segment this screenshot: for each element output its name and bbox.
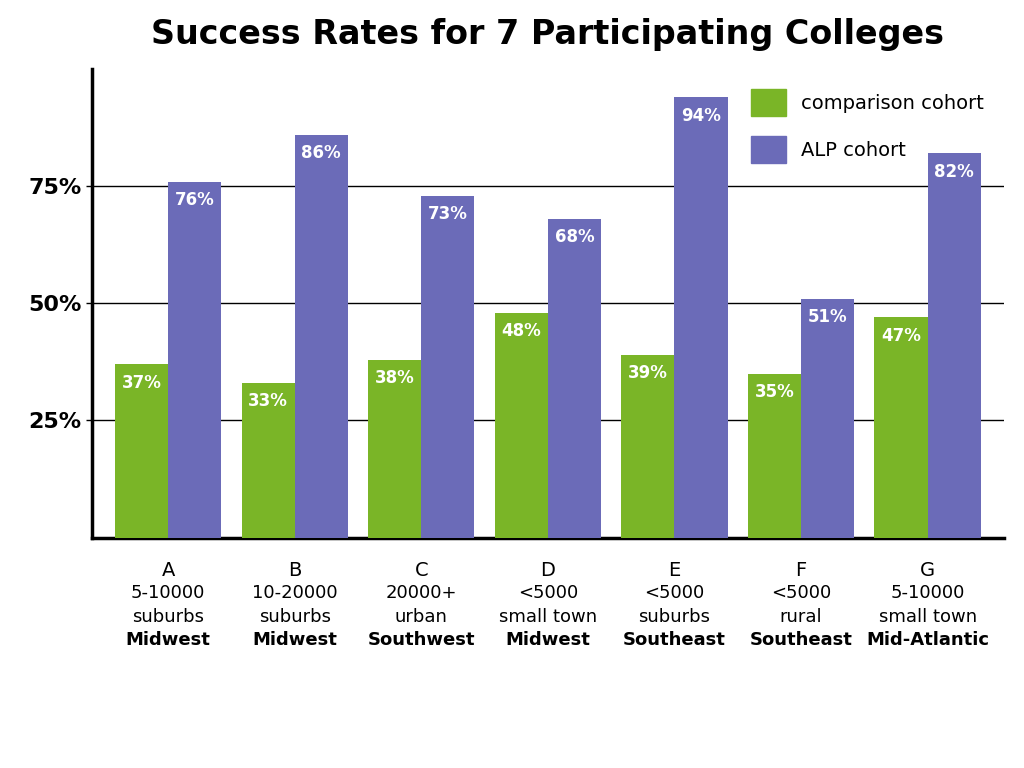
Bar: [495, 313, 548, 538]
Bar: [421, 196, 474, 538]
Text: <5000: <5000: [644, 584, 705, 602]
Text: 47%: 47%: [881, 327, 921, 345]
Text: Midwest: Midwest: [126, 631, 211, 649]
Text: E: E: [669, 561, 681, 580]
Bar: [622, 355, 675, 538]
Text: Southeast: Southeast: [750, 631, 852, 649]
Text: 37%: 37%: [122, 374, 162, 392]
Bar: [368, 359, 421, 538]
Text: 5-10000: 5-10000: [131, 584, 205, 602]
Bar: [115, 364, 168, 538]
Text: 82%: 82%: [934, 163, 974, 180]
Bar: [242, 383, 295, 538]
Text: 76%: 76%: [175, 191, 215, 209]
Bar: [874, 317, 928, 538]
Text: 20000+: 20000+: [385, 584, 457, 602]
Legend: comparison cohort, ALP cohort: comparison cohort, ALP cohort: [741, 79, 994, 173]
Text: <5000: <5000: [771, 584, 831, 602]
Text: small town: small town: [499, 608, 597, 626]
Text: 5-10000: 5-10000: [891, 584, 965, 602]
Text: G: G: [920, 561, 935, 580]
Text: Southeast: Southeast: [623, 631, 726, 649]
Text: Midwest: Midwest: [252, 631, 337, 649]
Text: Mid-Atlantic: Mid-Atlantic: [866, 631, 989, 649]
Text: 33%: 33%: [248, 392, 288, 410]
Text: 48%: 48%: [502, 322, 541, 340]
Text: urban: urban: [395, 608, 447, 626]
Text: B: B: [288, 561, 301, 580]
Bar: [548, 219, 601, 538]
Text: 86%: 86%: [301, 144, 341, 162]
Bar: [928, 154, 981, 538]
Text: F: F: [796, 561, 807, 580]
Text: <5000: <5000: [518, 584, 578, 602]
Bar: [295, 134, 348, 538]
Text: 51%: 51%: [808, 308, 848, 326]
Text: 73%: 73%: [428, 205, 468, 223]
Text: rural: rural: [779, 608, 822, 626]
Text: D: D: [541, 561, 555, 580]
Bar: [748, 374, 801, 538]
Text: 39%: 39%: [628, 364, 668, 382]
Text: suburbs: suburbs: [259, 608, 331, 626]
Text: small town: small town: [879, 608, 977, 626]
Text: 10-20000: 10-20000: [252, 584, 338, 602]
Text: suburbs: suburbs: [132, 608, 204, 626]
Bar: [168, 181, 221, 538]
Text: A: A: [162, 561, 175, 580]
Text: 35%: 35%: [755, 383, 795, 401]
Bar: [675, 98, 728, 538]
Text: C: C: [415, 561, 428, 580]
Bar: [801, 299, 854, 538]
Text: 68%: 68%: [555, 228, 594, 247]
Text: Midwest: Midwest: [506, 631, 590, 649]
Text: Southwest: Southwest: [368, 631, 475, 649]
Text: suburbs: suburbs: [638, 608, 711, 626]
Title: Success Rates for 7 Participating Colleges: Success Rates for 7 Participating Colleg…: [152, 18, 944, 51]
Text: 38%: 38%: [375, 369, 415, 387]
Text: 94%: 94%: [681, 107, 721, 124]
